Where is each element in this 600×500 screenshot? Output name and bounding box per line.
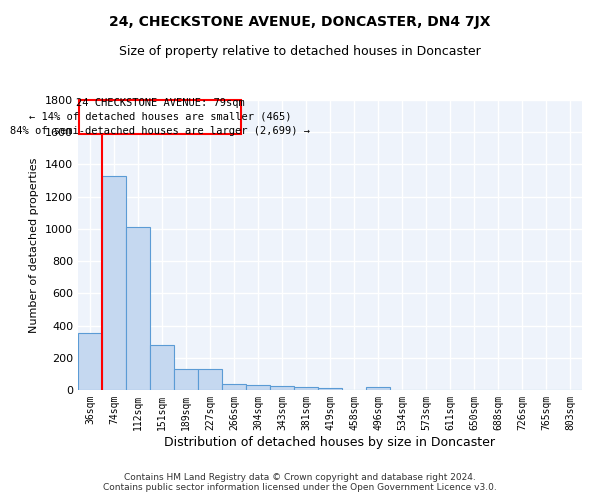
Bar xyxy=(102,176,126,390)
Bar xyxy=(78,333,102,390)
Text: Contains HM Land Registry data © Crown copyright and database right 2024.
Contai: Contains HM Land Registry data © Crown c… xyxy=(103,473,497,492)
Bar xyxy=(294,387,318,390)
Bar xyxy=(174,369,198,390)
Bar xyxy=(126,228,150,390)
Text: 24, CHECKSTONE AVENUE, DONCASTER, DN4 7JX: 24, CHECKSTONE AVENUE, DONCASTER, DN4 7J… xyxy=(109,15,491,29)
Bar xyxy=(222,384,246,390)
Bar xyxy=(246,385,270,390)
Bar xyxy=(318,388,342,390)
Bar xyxy=(366,387,390,390)
Y-axis label: Number of detached properties: Number of detached properties xyxy=(29,158,40,332)
Text: Size of property relative to detached houses in Doncaster: Size of property relative to detached ho… xyxy=(119,45,481,58)
Text: 24 CHECKSTONE AVENUE: 79sqm
← 14% of detached houses are smaller (465)
84% of se: 24 CHECKSTONE AVENUE: 79sqm ← 14% of det… xyxy=(10,98,310,136)
Bar xyxy=(150,345,174,390)
Bar xyxy=(270,386,294,390)
FancyBboxPatch shape xyxy=(79,100,241,134)
X-axis label: Distribution of detached houses by size in Doncaster: Distribution of detached houses by size … xyxy=(164,436,496,448)
Bar xyxy=(198,369,222,390)
